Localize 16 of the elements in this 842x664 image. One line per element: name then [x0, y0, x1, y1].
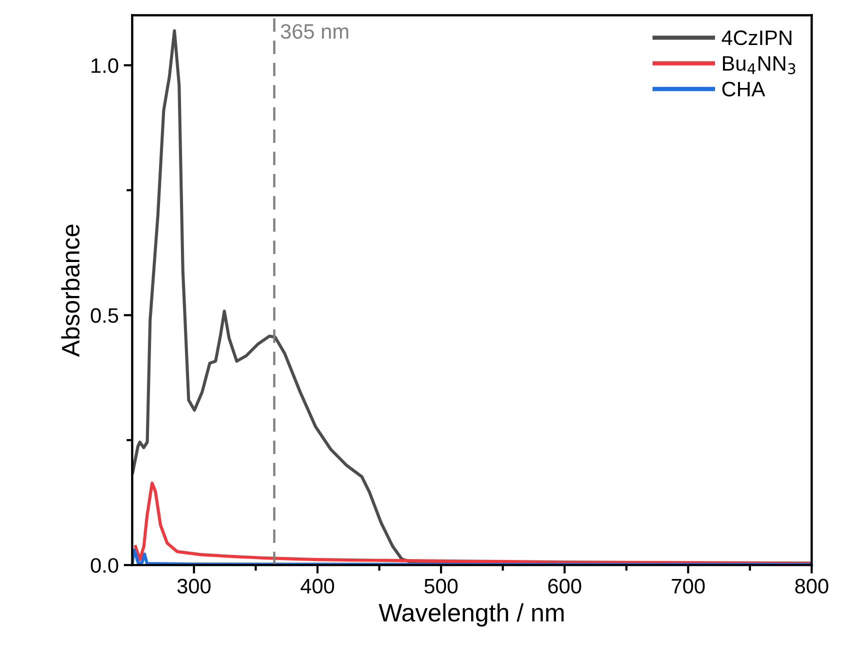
x-tick-label: 300	[177, 578, 211, 594]
ref-line-label: 365 nm	[280, 24, 348, 39]
legend-label: CHA	[722, 82, 766, 96]
y-axis-title: Absorbance	[61, 224, 80, 357]
y-tick-label: 0.5	[90, 308, 118, 323]
y-tick-label: 0.0	[90, 558, 118, 573]
legend-label: Bu$_{4}$NN$_{3}$	[722, 56, 796, 74]
x-tick-label: 600	[548, 578, 582, 594]
line-series	[134, 482, 812, 565]
y-tick-label: 1.0	[92, 58, 118, 74]
x-tick-label: 500	[424, 578, 458, 594]
x-tick-label: 800	[795, 578, 828, 594]
x-tick-label: 400	[300, 578, 334, 594]
legend-label: 4CzIPN	[722, 30, 792, 46]
x-axis-title: Wavelength / nm	[378, 603, 564, 627]
x-tick-label: 700	[672, 578, 705, 594]
